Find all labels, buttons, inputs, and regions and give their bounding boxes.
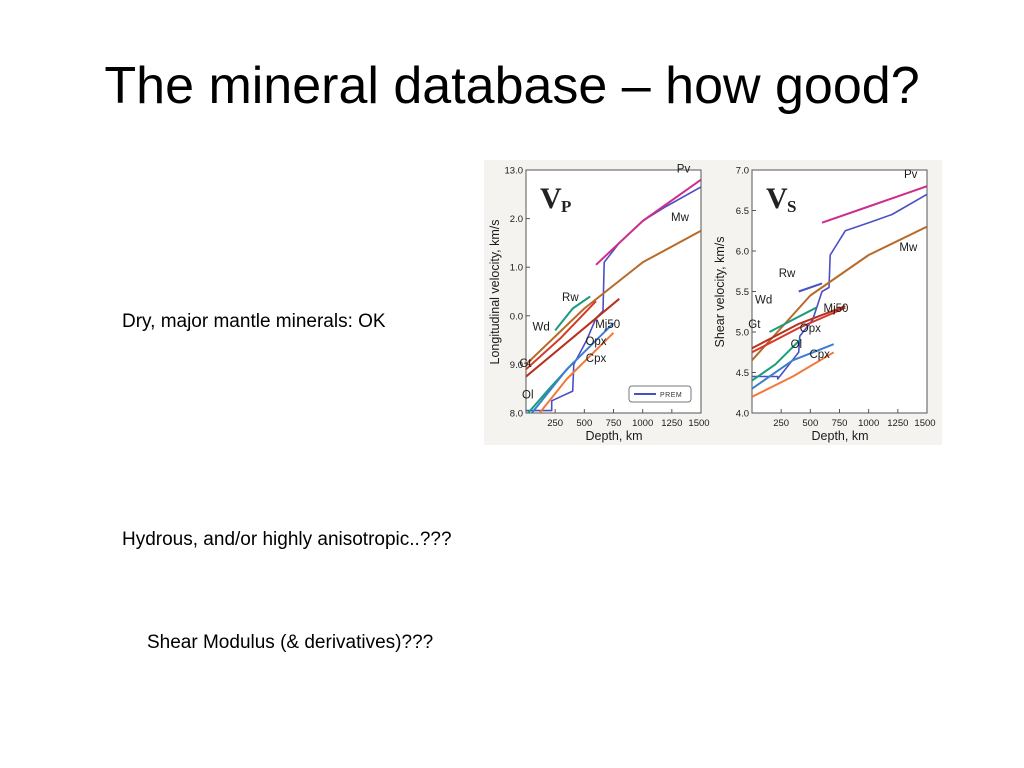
- vs-x-tick-label: 1250: [887, 418, 908, 429]
- vp-plot-frame: [525, 169, 702, 414]
- bullet-shear-modulus: Shear Modulus (& derivatives)???: [147, 632, 434, 653]
- vs-x-tick-label: 1000: [858, 418, 879, 429]
- velocity-charts: 250 500 750 1000 1250 1500 8.0 9.0 0.0 1.0 2.0 13.0…: [488, 163, 936, 444]
- vp-y-tick-label: 2.0: [510, 214, 523, 225]
- bullet-dry-minerals: Dry, major mantle minerals: OK: [122, 311, 386, 332]
- vp-mineral-label-gt: Gt: [519, 358, 532, 370]
- vs-mineral-label-mj50: Mj50: [824, 303, 849, 315]
- vs-y-tick-label: 4.5: [736, 368, 749, 379]
- vp-x-tick-label: 250: [547, 418, 563, 429]
- vp-x-axis-label: Depth, km: [586, 429, 643, 443]
- vs-series-prem: [752, 193, 927, 380]
- vp-y-tick-label: 8.0: [510, 409, 523, 420]
- vp-panel: 250 500 750 1000 1250 1500 8.0 9.0 0.0 1.0 2.0 13.0…: [488, 163, 710, 443]
- vs-series-gt: [752, 306, 846, 354]
- vs-series-mj: [752, 305, 846, 350]
- vs-series-opx: [752, 343, 835, 390]
- vp-series-pv: [595, 178, 701, 266]
- vp-y-tick-label: 9.0: [510, 360, 523, 371]
- vs-y-tick-label: 5.0: [736, 328, 749, 339]
- vs-y-tick-label: 6.0: [736, 247, 749, 258]
- velocity-depth-figure: 250 500 750 1000 1250 1500 8.0 9.0 0.0 1.0 2.0 13.0…: [484, 160, 942, 445]
- vs-series-ol: [752, 339, 801, 382]
- vp-y-axis-label: Longitudinal velocity, km/s: [488, 220, 502, 365]
- vp-x-tick-label: 750: [606, 418, 622, 429]
- vs-panel-symbol: V: [766, 182, 788, 215]
- vs-series-pv: [821, 185, 927, 224]
- vp-mineral-label-mj50: Mj50: [595, 319, 620, 331]
- vs-x-tick-label: 1500: [914, 418, 935, 429]
- vp-series-mj: [526, 298, 620, 378]
- vs-mineral-label-wd: Wd: [755, 295, 772, 307]
- vp-series-opx: [530, 322, 615, 413]
- vs-y-tick-label: 6.5: [736, 206, 749, 217]
- vs-y-axis-label: Shear velocity, km/s: [713, 237, 727, 348]
- vp-series-gt: [526, 300, 597, 371]
- vp-x-tick-label: 1000: [632, 418, 653, 429]
- vp-mineral-label-mw: Mw: [671, 212, 690, 224]
- vp-mineral-label-cpx: Cpx: [586, 353, 607, 365]
- slide-title: The mineral database – how good?: [104, 57, 920, 115]
- vp-y-tick-label: 13.0: [505, 166, 524, 177]
- vp-x-tick-label: 1250: [661, 418, 682, 429]
- vp-x-tick-label: 500: [576, 418, 592, 429]
- vs-y-tick-label: 5.5: [736, 287, 749, 298]
- vp-y-tick-label: 0.0: [510, 311, 523, 322]
- vp-mineral-label-rw: Rw: [562, 292, 579, 304]
- vp-x-tick-label: 1500: [688, 418, 709, 429]
- vs-panel-subscript: S: [787, 197, 796, 216]
- vs-mineral-label-rw: Rw: [779, 268, 796, 280]
- vs-x-axis-label: Depth, km: [812, 429, 869, 443]
- vs-panel: 250 500 750 1000 1250 1500 4.0 4.5 5.0 5.5 6.0 6.5 7…: [713, 166, 936, 444]
- vs-series-rw: [798, 282, 823, 293]
- vs-mineral-label-pv: Pv: [904, 169, 918, 181]
- vp-mineral-label-opx: Opx: [585, 336, 606, 348]
- vp-panel-subscript: P: [561, 197, 571, 216]
- vp-panel-symbol: V: [540, 182, 562, 215]
- vs-mineral-label-mw: Mw: [899, 242, 918, 254]
- vs-mineral-label-cpx: Cpx: [809, 349, 830, 361]
- prem-legend-label: PREM: [660, 392, 682, 399]
- vs-mineral-label-opx: Opx: [800, 323, 821, 335]
- vs-mineral-label-gt: Gt: [748, 319, 761, 331]
- vp-series-cpx: [538, 332, 615, 413]
- vp-series-mw: [526, 229, 701, 366]
- vs-series-wd: [769, 306, 817, 333]
- vp-y-tick-label: 1.0: [510, 263, 523, 274]
- vp-mineral-label-pv: Pv: [677, 163, 691, 175]
- bullet-hydrous-anisotropic: Hydrous, and/or highly anisotropic..???: [122, 529, 452, 550]
- vs-x-tick-label: 500: [802, 418, 818, 429]
- vs-y-tick-label: 7.0: [736, 166, 749, 177]
- vs-series-cpx: [752, 351, 835, 398]
- vp-mineral-label-wd: Wd: [533, 321, 550, 333]
- vs-series-mw: [752, 225, 927, 361]
- vs-x-tick-label: 250: [773, 418, 789, 429]
- vp-series-wd: [554, 295, 591, 332]
- prem-legend: PREM: [628, 385, 692, 403]
- vs-x-tick-label: 750: [832, 418, 848, 429]
- vs-y-tick-label: 4.0: [736, 409, 749, 420]
- vp-mineral-label-ol: Ol: [522, 389, 534, 401]
- vs-mineral-label-ol: Ol: [791, 339, 803, 351]
